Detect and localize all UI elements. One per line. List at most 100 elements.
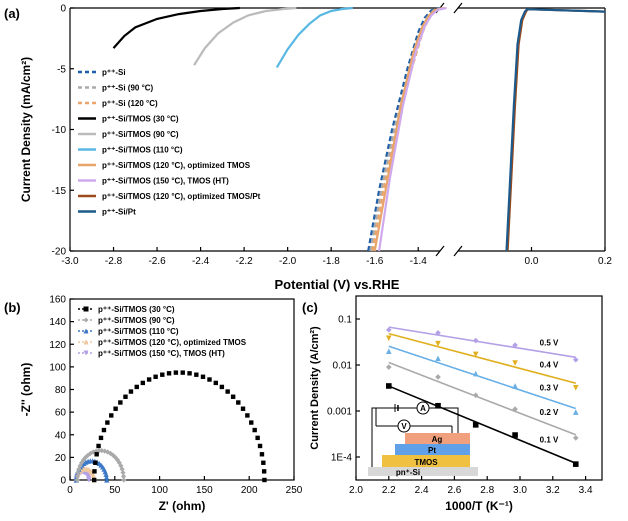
y-tick-label: 0: [60, 476, 66, 487]
plot-frame: [355, 295, 603, 481]
data-point: [435, 374, 441, 380]
legend-label: p⁺⁺-Si/TMOS (120 °C), optimized TMOS: [102, 161, 251, 170]
x-tick-label: 50: [109, 485, 121, 496]
data-point: [572, 384, 579, 391]
data-point: [512, 406, 518, 412]
data-point: [194, 372, 199, 377]
x-tick-label: -2.2: [236, 256, 254, 267]
legend-label: p⁺⁺-Si/TMOS (110 °C): [98, 327, 179, 336]
layer-tmos: [382, 455, 470, 467]
legend-marker: [83, 328, 89, 334]
data-point: [128, 389, 134, 394]
data-point: [187, 371, 192, 376]
x-tick-label: 2.8: [480, 485, 494, 496]
y-tick-label: 80: [55, 385, 67, 396]
series-line-9: [505, 8, 606, 252]
series-line-3: [112, 6, 240, 49]
y-tick-label: 100: [49, 362, 66, 373]
series-0: 0.5 V: [386, 326, 579, 363]
series-4: 0.1 V: [386, 383, 579, 467]
data-point: [572, 409, 579, 415]
data-point: [120, 470, 126, 476]
circuit-wire: [371, 407, 459, 467]
layer-ag-label: Ag: [432, 435, 443, 444]
panel-b: (b) 0 50 100 150 200 250 0 20 40 60 80 100 120 140 160 Z…: [4, 295, 303, 514]
data-point: [74, 477, 80, 483]
data-point: [118, 463, 124, 469]
y-tick-label: 120: [49, 340, 66, 351]
x-axis-title: Potential (V) vs.RHE: [275, 277, 400, 292]
series-label: 0.1 V: [540, 435, 559, 444]
data-point: [114, 457, 121, 463]
x-tick-label: 0.2: [598, 256, 612, 267]
x-axis-title: 1000/T (K⁻¹): [445, 499, 513, 513]
voltmeter-label: V: [401, 422, 407, 431]
data-point: [76, 466, 82, 472]
axis-break-mark: [435, 245, 445, 257]
y-tick-label: 0: [60, 4, 66, 15]
series-label: 0.4 V: [540, 361, 559, 370]
x-tick-label: -1.8: [323, 256, 341, 267]
voltmeter-icon: [397, 419, 411, 433]
legend-label: p⁺⁺-Si: [102, 68, 126, 77]
legend-label: p⁺⁺-Si/TMOS (120 °C), optimized TMOS/Pt: [102, 192, 261, 201]
data-point: [121, 477, 127, 483]
series-line-5: [275, 6, 354, 69]
data-point: [80, 457, 87, 463]
data-point: [225, 389, 230, 394]
data-point: [435, 330, 441, 336]
data-point: [86, 477, 92, 483]
data-point: [74, 473, 80, 479]
layer-si: [368, 467, 478, 476]
legend-label: p⁺⁺-Si/TMOS (30 °C): [98, 305, 175, 314]
series-3: 0.2 V: [386, 361, 579, 441]
legend-label: p⁺⁺-Si/TMOS (90 °C): [98, 316, 175, 325]
series-1: 0.4 V: [386, 332, 579, 391]
data-point: [101, 427, 107, 433]
layer-pt-label: Pt: [428, 446, 436, 455]
x-tick-label: 250: [286, 485, 303, 496]
y-tick-label: 0.1: [338, 315, 352, 326]
x-tick-label: 200: [241, 485, 258, 496]
layer-pt: [395, 444, 470, 455]
data-point: [386, 335, 392, 342]
panel-c: (c) 2.0 2.2 2.4 2.6 2.8 3.0 3.2 3.4 1E-4 0.001 0.01…: [302, 295, 603, 513]
panel-c-label: (c): [302, 300, 318, 315]
y-tick-label: -20: [52, 247, 67, 258]
data-point: [472, 351, 479, 358]
data-point: [240, 406, 246, 411]
data-point: [213, 380, 219, 386]
y-tick-label: -15: [52, 186, 67, 197]
legend-label: p⁺⁺-Si (120 °C): [102, 99, 158, 108]
x-tick-label: -1.6: [366, 256, 384, 267]
series-line-2: [371, 6, 445, 252]
data-point: [113, 406, 118, 411]
y-tick-label: 160: [49, 295, 66, 306]
layer-tmos-label: TMOS: [414, 458, 438, 467]
data-point: [255, 435, 260, 441]
series-label: 0.3 V: [540, 384, 559, 393]
data-point: [512, 360, 518, 366]
panel-b-label: (b): [4, 300, 21, 315]
x-tick-label: 2.0: [349, 485, 363, 496]
ammeter-icon: [416, 401, 430, 415]
data-point: [96, 443, 101, 449]
y-tick-label: 0.01: [333, 361, 353, 372]
x-tick-label: 3.0: [513, 485, 527, 496]
legend-marker: [83, 317, 89, 323]
y-tick-label: 20: [55, 453, 67, 464]
legend-label: p⁺⁺-Si (90 °C): [102, 84, 154, 93]
x-tick-label: -2.0: [279, 256, 297, 267]
x-tick-label: -3.0: [61, 256, 79, 267]
data-point: [103, 471, 109, 477]
data-point: [512, 432, 518, 438]
data-point: [257, 443, 263, 449]
data-point: [105, 449, 111, 455]
data-point: [166, 371, 172, 376]
panel-a-label: (a): [4, 6, 20, 21]
legend-marker: [83, 350, 89, 356]
data-point: [146, 377, 152, 382]
data-point: [98, 435, 104, 441]
series-points: [74, 448, 127, 483]
x-tick-label: 2.4: [415, 485, 429, 496]
